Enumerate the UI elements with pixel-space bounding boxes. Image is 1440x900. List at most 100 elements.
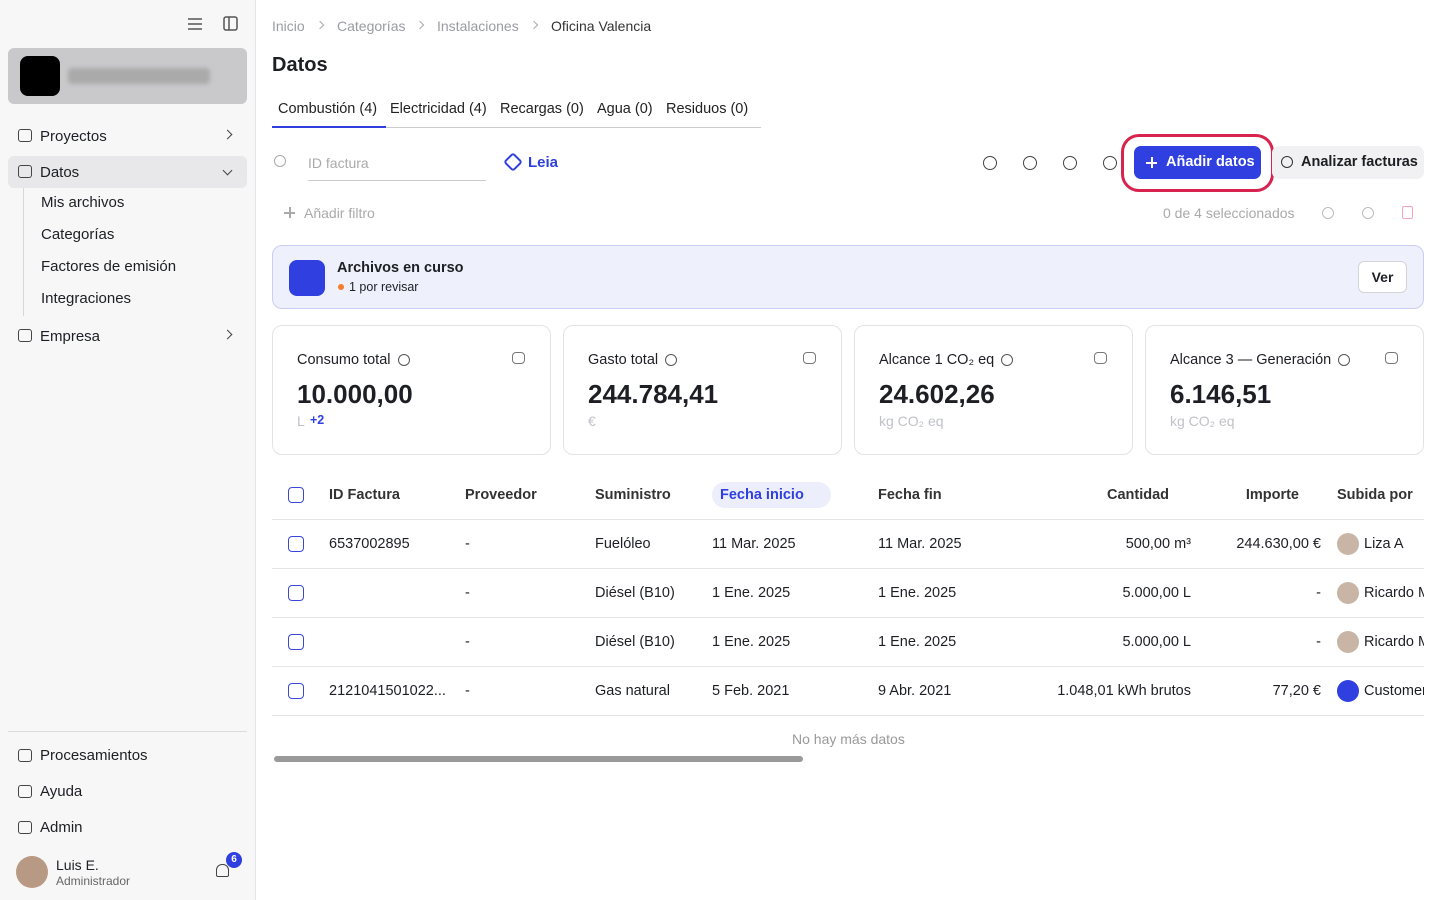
column-header[interactable]: Importe — [1245, 487, 1299, 503]
column-header[interactable]: ID Factura — [329, 487, 400, 503]
cell: 244.630,00 € — [1236, 536, 1321, 552]
row-checkbox[interactable] — [288, 683, 304, 699]
kpi-card: Alcance 1 CO₂ eq 24.602,26 kg CO₂ eq — [854, 325, 1133, 455]
cell: - — [465, 585, 470, 601]
kpi-extra[interactable]: +2 — [310, 413, 325, 427]
header-checkbox[interactable] — [288, 487, 304, 503]
cell: 5 Feb. 2021 — [712, 683, 790, 699]
sidebar: Proyectos Datos Mis archivos Categorías Fact… — [0, 0, 256, 900]
search-input[interactable]: ID factura — [308, 155, 486, 181]
add-filter[interactable]: Añadir filtro — [304, 205, 375, 221]
toolbar-icon-button[interactable] — [1103, 156, 1117, 170]
bulk-icon[interactable] — [1362, 207, 1374, 219]
info-icon — [1338, 354, 1350, 366]
plus-v — [1151, 157, 1153, 168]
analyze-button-bg[interactable] — [1272, 146, 1424, 179]
toolbar-icon-button[interactable] — [1023, 156, 1037, 170]
cell: Diésel (B10) — [595, 634, 675, 650]
kpi-unit: € — [588, 413, 596, 429]
add-data-button[interactable]: Añadir datos — [1134, 146, 1261, 179]
bulk-icon[interactable] — [1322, 207, 1334, 219]
avatar — [1337, 631, 1359, 653]
tab[interactable]: Combustión (4) — [278, 101, 378, 117]
column-header[interactable]: Proveedor — [465, 487, 537, 503]
kpi-card: Gasto total 244.784,41 € — [563, 325, 842, 455]
cell: - — [465, 683, 470, 699]
column-header[interactable]: Fecha fin — [878, 487, 942, 503]
column-header[interactable]: Suministro — [595, 487, 671, 503]
row-divider — [272, 519, 1424, 520]
files-banner: Archivos en curso 1 por revisar Ver — [272, 245, 1424, 309]
cell: Ricardo M — [1364, 634, 1424, 650]
nav-subitem[interactable]: Factores de emisión — [41, 258, 177, 275]
user-role: Administrador — [56, 874, 131, 888]
tab[interactable]: Electricidad (4) — [390, 101, 487, 117]
row-checkbox[interactable] — [288, 585, 304, 601]
cell: 2121041501022... — [329, 683, 446, 699]
nav-item[interactable]: Datos — [40, 164, 80, 181]
status-dot — [338, 284, 344, 290]
nav-subitem[interactable]: Mis archivos — [41, 194, 125, 211]
kpi-unit: L — [297, 413, 305, 429]
bell[interactable] — [216, 864, 229, 877]
table-footer: No hay más datos — [792, 731, 905, 747]
cell: 1 Ene. 2025 — [878, 634, 957, 650]
column-header[interactable]: Fecha inicio — [720, 487, 804, 503]
analyze-button[interactable]: Analizar facturas — [1301, 154, 1418, 170]
nav-bottom-item[interactable]: Ayuda — [40, 783, 83, 800]
cell: 5.000,00 L — [1122, 634, 1191, 650]
breadcrumb-item[interactable]: Categorías — [337, 18, 406, 34]
tab[interactable]: Recargas (0) — [500, 101, 584, 117]
cell: Liza A — [1364, 536, 1404, 552]
kpi-unit: kg CO₂ eq — [879, 413, 944, 429]
nav-icon — [18, 821, 32, 834]
nav-active-bg — [8, 156, 247, 188]
avatar — [1337, 582, 1359, 604]
cell: 9 Abr. 2021 — [878, 683, 952, 699]
tab[interactable]: Agua (0) — [597, 101, 653, 117]
nav-icon — [18, 749, 32, 762]
kpi-icon — [1385, 352, 1398, 364]
kpi-title: Alcance 3 — Generación — [1170, 352, 1332, 368]
nav-subitem[interactable]: Categorías — [41, 226, 115, 243]
nav-bottom-item[interactable]: Admin — [40, 819, 83, 836]
kpi-value: 10.000,00 — [297, 379, 413, 409]
cell: - — [465, 536, 470, 552]
kpi-icon — [512, 352, 525, 364]
row-divider — [272, 617, 1424, 618]
kpi-value: 244.784,41 — [588, 379, 719, 409]
leia-button[interactable]: Leia — [528, 154, 559, 171]
nav-subitem[interactable]: Integraciones — [41, 290, 132, 307]
org-switcher[interactable] — [8, 48, 247, 104]
cell: Customer — [1364, 683, 1424, 699]
user-name[interactable]: Luis E. — [56, 857, 99, 873]
selection-count: 0 de 4 seleccionados — [1163, 205, 1295, 221]
cell: - — [465, 634, 470, 650]
analyze-icon — [1281, 156, 1293, 168]
row-divider — [272, 568, 1424, 569]
cell: 6537002895 — [329, 536, 410, 552]
column-header[interactable]: Cantidad — [1106, 487, 1169, 503]
delete-icon[interactable] — [1402, 206, 1413, 219]
tab[interactable]: Residuos (0) — [666, 101, 749, 117]
row-checkbox[interactable] — [288, 536, 304, 552]
tab-active-indicator — [272, 126, 386, 128]
breadcrumb-item[interactable]: Inicio — [272, 18, 305, 34]
nav-bottom-item[interactable]: Procesamientos — [40, 747, 148, 764]
column-header[interactable]: Subida por — [1337, 487, 1413, 503]
toolbar-icon-button[interactable] — [983, 156, 997, 170]
breadcrumb-item[interactable]: Instalaciones — [437, 18, 519, 34]
nav-item[interactable]: Empresa — [40, 328, 101, 345]
cell: Diésel (B10) — [595, 585, 675, 601]
kpi-title: Consumo total — [297, 352, 391, 368]
banner-button[interactable]: Ver — [1358, 261, 1407, 293]
nav-item[interactable]: Proyectos — [40, 128, 107, 145]
toolbar-icon-button[interactable] — [1063, 156, 1077, 170]
cell: - — [1316, 634, 1321, 650]
breadcrumb-item: Oficina Valencia — [551, 18, 652, 34]
cell: 500,00 m³ — [1125, 536, 1191, 552]
row-divider — [272, 715, 1424, 716]
row-checkbox[interactable] — [288, 634, 304, 650]
scrollbar[interactable] — [274, 756, 803, 762]
